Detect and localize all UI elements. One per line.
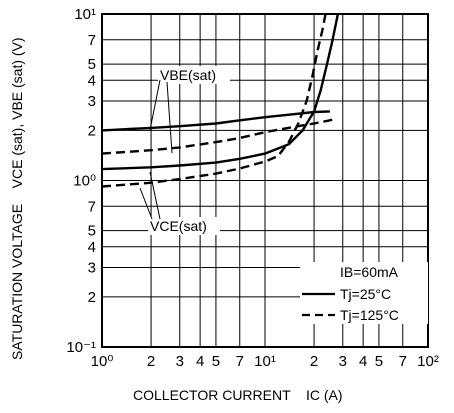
annotation-vbe-bg bbox=[158, 66, 230, 84]
x-tick-labels: 10⁰ 2 3 4 5 7 10¹ 2 3 4 5 7 10² bbox=[91, 353, 439, 370]
x-tick-label: 10¹ bbox=[254, 353, 276, 370]
y-tick-label: 5 bbox=[88, 56, 96, 73]
y-tick-label: 10⁻¹ bbox=[66, 339, 96, 356]
legend-header: IB=60mA bbox=[340, 264, 399, 280]
y-tick-label: 4 bbox=[88, 239, 96, 256]
y-tick-label: 3 bbox=[88, 260, 96, 277]
x-tick-label: 3 bbox=[176, 353, 184, 370]
x-tick-label: 3 bbox=[339, 353, 347, 370]
y-tick-label: 4 bbox=[88, 72, 96, 89]
plot-frame bbox=[101, 13, 429, 348]
annotation-vbe-pointer-1 bbox=[149, 79, 161, 131]
y-tick-label: 5 bbox=[88, 223, 96, 240]
series-line-vbe-sat-125c bbox=[101, 117, 336, 155]
legend-label-25c: Tj=25°C bbox=[340, 286, 391, 302]
y-tick-label: 7 bbox=[88, 32, 96, 49]
x-tick-label: 7 bbox=[236, 353, 244, 370]
series-line-vce-sat-125c bbox=[101, 13, 327, 188]
annotation-vce-pointer-2 bbox=[149, 171, 161, 220]
y-tick-label: 10⁰ bbox=[73, 173, 96, 190]
x-tick-label: 5 bbox=[375, 353, 383, 370]
x-tick-label: 2 bbox=[310, 353, 318, 370]
y-tick-label: 2 bbox=[88, 289, 96, 306]
annotation-vbe-pointer-2 bbox=[166, 81, 173, 154]
legend-label-125c: Tj=125°C bbox=[340, 307, 399, 323]
series-group bbox=[101, 13, 340, 188]
x-tick-label: 2 bbox=[147, 353, 155, 370]
y-tick-label: 3 bbox=[88, 93, 96, 110]
x-tick-label: 7 bbox=[399, 353, 407, 370]
annotation-vce-bg bbox=[148, 217, 220, 235]
y-tick-label: 2 bbox=[88, 122, 96, 139]
series-line-vbe-sat-25c bbox=[101, 110, 330, 132]
x-tick-label: 4 bbox=[196, 353, 204, 370]
annotation-vbe-sat: VBE(sat) bbox=[160, 67, 216, 83]
annotation-vce-pointer-1 bbox=[139, 187, 153, 220]
x-tick-label: 10⁰ bbox=[91, 353, 114, 370]
y-tick-label: 7 bbox=[88, 198, 96, 215]
y-tick-label: 10¹ bbox=[74, 6, 96, 23]
y-axis-title: SATURATION VOLTAGE VCE (sat), VBE (sat) … bbox=[9, 37, 25, 360]
series-line-vce-sat-25c bbox=[101, 13, 340, 171]
x-tick-label: 5 bbox=[212, 353, 220, 370]
x-tick-label: 4 bbox=[359, 353, 367, 370]
x-axis-title: COLLECTOR CURRENT IC (A) bbox=[133, 387, 343, 403]
annotation-vce-sat: VCE(sat) bbox=[150, 218, 207, 234]
x-tick-label: 10² bbox=[417, 353, 439, 370]
